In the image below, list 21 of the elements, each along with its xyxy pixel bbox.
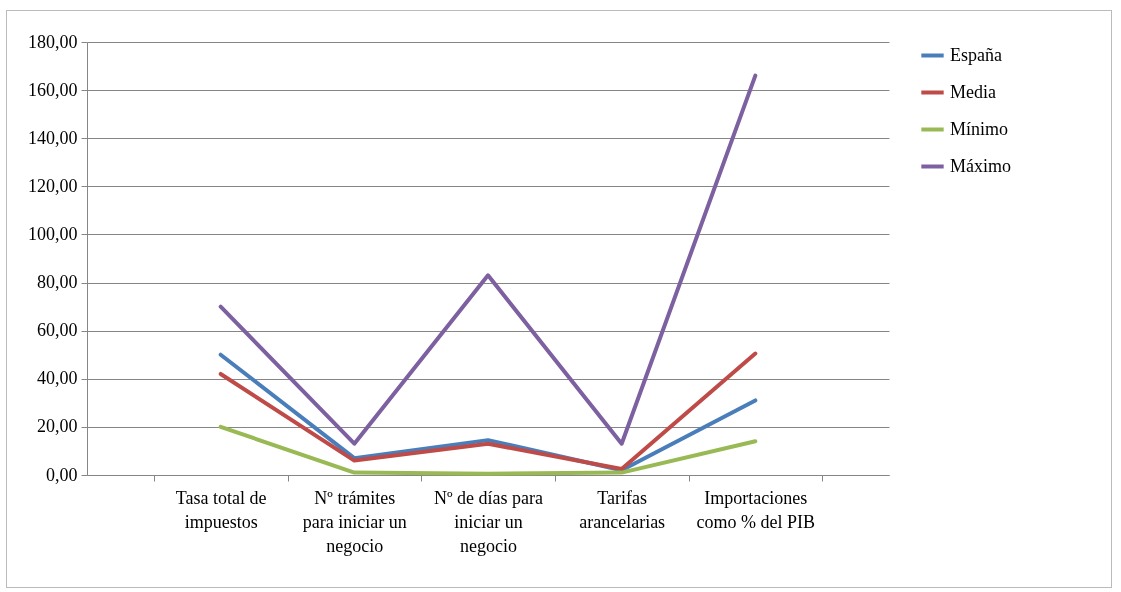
y-tick-label: 0,00 (46, 464, 78, 485)
x-tick-label: Nº trámites para iniciar un negocio (302, 487, 407, 556)
line-series (218, 424, 758, 476)
x-tick-label: Tarifas arancelarias (579, 487, 666, 532)
y-tick-label: 40,00 (37, 368, 78, 389)
y-tick-label: 80,00 (37, 272, 78, 293)
y-tick-label: 60,00 (37, 320, 78, 341)
legend-label: España (950, 44, 1002, 65)
y-tick-label: 180,00 (28, 31, 78, 52)
y-tick-label: 100,00 (28, 223, 78, 244)
x-tick-label: Nº de días para iniciar un negocio (433, 487, 544, 556)
y-tick-label: 160,00 (28, 79, 78, 100)
x-tick-label: Importaciones como % del PIB (696, 487, 816, 532)
y-tick-label: 120,00 (28, 175, 78, 196)
line-series (218, 73, 758, 446)
y-tick-label: 20,00 (37, 416, 78, 437)
x-tick-label: Tasa total de impuestos (175, 487, 267, 532)
y-tick-label: 140,00 (28, 127, 78, 148)
legend-label: Media (950, 81, 996, 102)
legend-label: Máximo (950, 155, 1011, 176)
legend-label: Mínimo (950, 118, 1009, 139)
